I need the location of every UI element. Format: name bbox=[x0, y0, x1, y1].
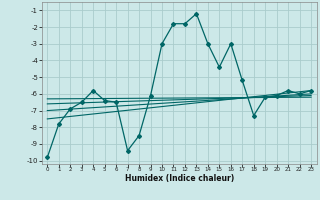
X-axis label: Humidex (Indice chaleur): Humidex (Indice chaleur) bbox=[124, 174, 234, 183]
